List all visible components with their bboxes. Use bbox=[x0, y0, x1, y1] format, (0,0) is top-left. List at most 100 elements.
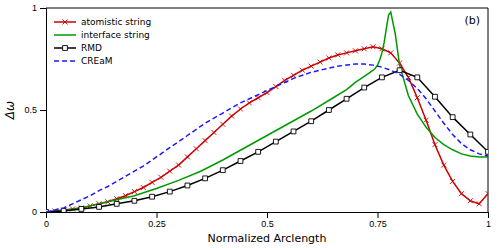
series-marker bbox=[326, 108, 331, 113]
series-marker bbox=[450, 115, 455, 120]
legend-swatch bbox=[54, 34, 76, 36]
legend-item: RMD bbox=[54, 43, 102, 53]
series-marker bbox=[220, 122, 225, 127]
series-marker bbox=[380, 75, 385, 80]
tick: 0.75 bbox=[369, 212, 387, 229]
series-marker bbox=[441, 163, 446, 168]
y-axis-label: Δω bbox=[3, 101, 17, 120]
series-marker bbox=[256, 149, 261, 154]
series-marker bbox=[114, 201, 119, 206]
legend-item: interface string bbox=[54, 30, 150, 40]
series-marker bbox=[132, 189, 137, 194]
legend-item: CREaM bbox=[54, 56, 113, 66]
axis-line bbox=[40, 9, 47, 213]
tick: 0 bbox=[32, 207, 46, 217]
series-marker bbox=[318, 60, 323, 65]
series-marker bbox=[424, 118, 429, 123]
series-marker bbox=[167, 169, 172, 174]
series-marker bbox=[450, 179, 455, 184]
series-marker bbox=[185, 154, 190, 159]
tick-label: 1 bbox=[32, 3, 37, 13]
series-marker bbox=[362, 46, 367, 51]
series-marker bbox=[300, 68, 305, 73]
legend-label: CREaM bbox=[81, 56, 113, 66]
y-axis: 00.51 bbox=[24, 3, 46, 217]
series-marker bbox=[415, 75, 420, 80]
series-line bbox=[46, 70, 488, 212]
series-marker bbox=[238, 159, 243, 164]
series-line bbox=[46, 64, 488, 212]
series-marker bbox=[309, 64, 314, 69]
tick-label: 0.5 bbox=[261, 219, 274, 229]
series-marker bbox=[203, 138, 208, 143]
series-marker bbox=[388, 50, 393, 55]
series-marker bbox=[468, 198, 473, 203]
series-marker bbox=[291, 129, 296, 134]
series-marker bbox=[432, 142, 437, 147]
chart-container: 00.250.50.75100.51(b)atomistic stringint… bbox=[0, 0, 500, 248]
series-marker bbox=[433, 94, 438, 99]
series-marker bbox=[238, 106, 243, 111]
series-marker bbox=[211, 130, 216, 135]
tick-mark bbox=[267, 212, 268, 218]
series-marker bbox=[185, 183, 190, 188]
tick: 0.5 bbox=[24, 105, 46, 115]
series-marker bbox=[194, 146, 199, 151]
series-marker bbox=[371, 44, 376, 49]
x-axis: 0 0.25 0.5 0.75 1 bbox=[44, 212, 491, 229]
series-marker bbox=[220, 168, 225, 173]
series-marker bbox=[79, 207, 84, 212]
tick: 0 bbox=[44, 212, 49, 229]
tick-mark bbox=[40, 212, 46, 213]
legend-item: atomistic string bbox=[54, 17, 151, 27]
frame bbox=[488, 8, 489, 212]
series-marker bbox=[167, 189, 172, 194]
marks bbox=[46, 12, 488, 212]
series-marker bbox=[141, 185, 146, 190]
tick: 1 bbox=[32, 3, 46, 13]
tick: 1 bbox=[486, 212, 491, 229]
plot: 00.250.50.75100.51(b)atomistic stringint… bbox=[24, 3, 491, 229]
series-marker bbox=[132, 198, 137, 203]
tick-label: 1 bbox=[486, 219, 491, 229]
series-marker bbox=[468, 132, 473, 137]
title: (b) bbox=[464, 14, 480, 27]
tick-label: 0.5 bbox=[24, 105, 37, 115]
series-marker bbox=[309, 119, 314, 124]
series-marker bbox=[176, 163, 181, 168]
tick-mark bbox=[40, 110, 46, 111]
legend-label: RMD bbox=[81, 43, 102, 53]
series-marker bbox=[486, 149, 488, 154]
series-marker bbox=[335, 52, 340, 57]
series-line bbox=[46, 12, 488, 212]
series-marker bbox=[486, 191, 489, 196]
legend-marker bbox=[63, 20, 68, 25]
chart-svg: 00.250.50.75100.51(b)atomistic stringint… bbox=[0, 0, 500, 248]
series-line bbox=[46, 47, 488, 212]
tick: 0.5 bbox=[261, 212, 274, 229]
series-marker bbox=[415, 95, 420, 100]
frame bbox=[46, 8, 488, 9]
tick-mark bbox=[40, 8, 46, 9]
series-marker bbox=[273, 139, 278, 144]
series-marker bbox=[150, 194, 155, 199]
tick-label: 0 bbox=[32, 207, 37, 217]
series-marker bbox=[477, 201, 482, 206]
tick-label: 0.25 bbox=[148, 219, 166, 229]
series-marker bbox=[61, 209, 66, 212]
tick-mark bbox=[488, 212, 489, 218]
legend-swatch bbox=[54, 60, 76, 62]
series-marker bbox=[326, 55, 331, 60]
legend-label: atomistic string bbox=[81, 17, 151, 27]
series-marker bbox=[203, 176, 208, 181]
series-marker bbox=[97, 205, 102, 210]
series-marker bbox=[397, 68, 402, 73]
series-marker bbox=[459, 191, 464, 196]
tick-mark bbox=[378, 212, 379, 218]
series-marker bbox=[247, 100, 252, 105]
series-marker bbox=[344, 50, 349, 55]
legend-marker bbox=[63, 46, 68, 51]
x-axis-label: Normalized Arclength bbox=[208, 232, 327, 245]
legend-label: interface string bbox=[81, 30, 150, 40]
series-marker bbox=[362, 85, 367, 90]
